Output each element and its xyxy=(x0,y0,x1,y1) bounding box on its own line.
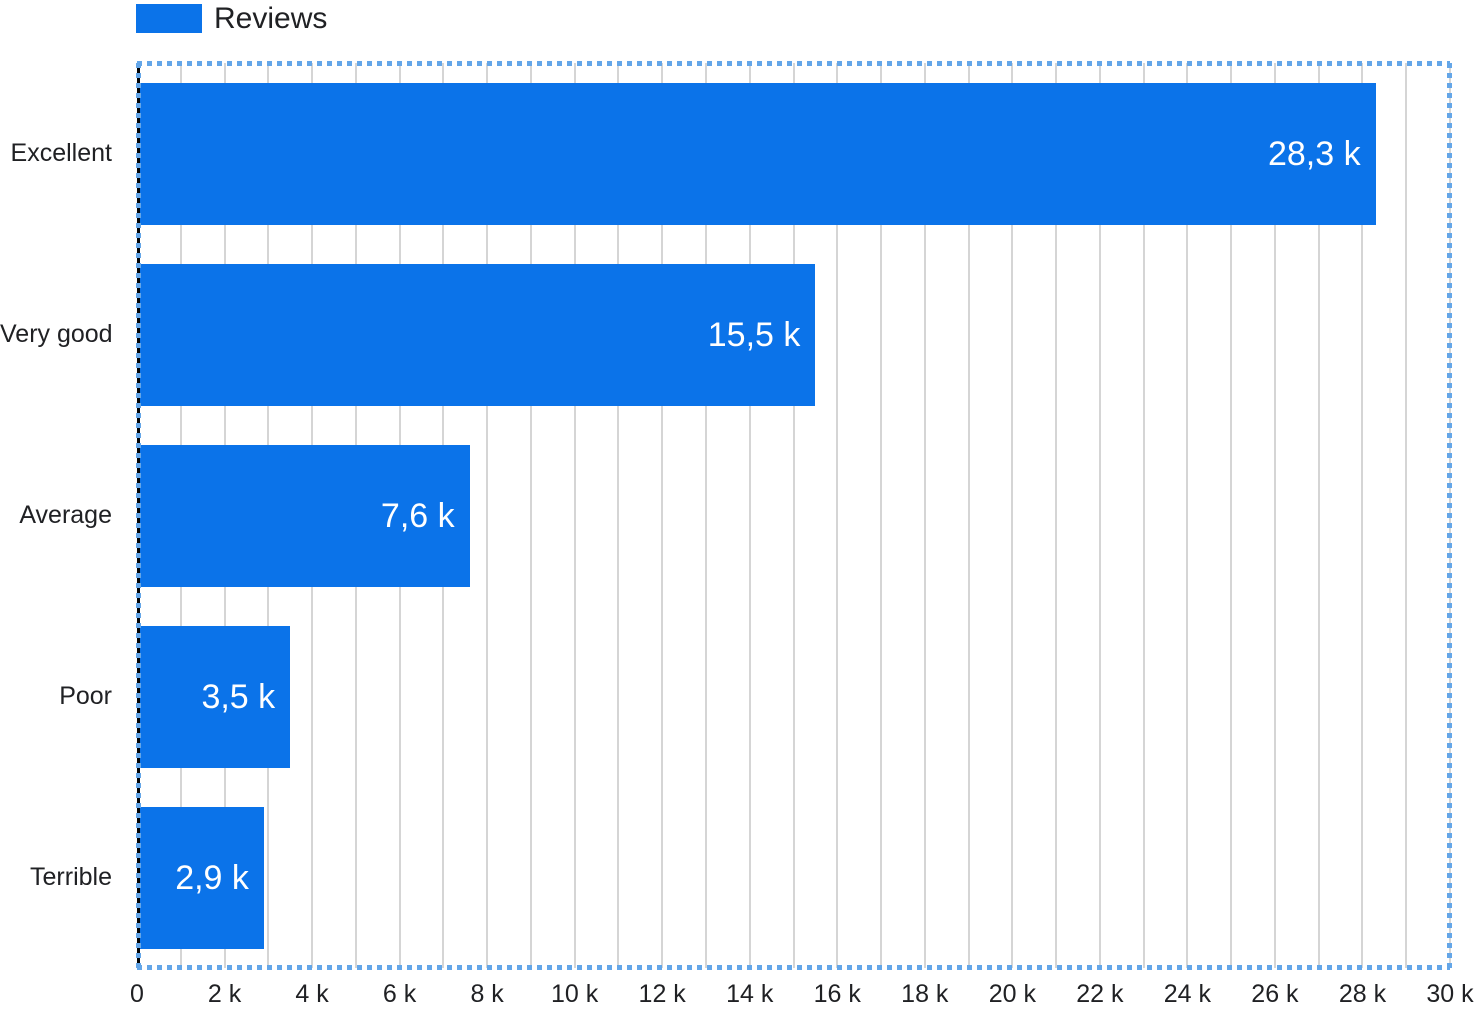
plot-area[interactable]: 28,3 k 15,5 k 7,6 k 3,5 k 2,9 k xyxy=(136,61,1452,970)
x-tick-label-20000: 20 k xyxy=(988,980,1036,1008)
gridline-15000 xyxy=(792,63,795,968)
gridline-16000 xyxy=(836,63,839,968)
gridline-11000 xyxy=(617,63,620,968)
chart-legend[interactable]: Reviews xyxy=(136,2,328,35)
selection-border-left xyxy=(136,63,141,968)
selection-border-top xyxy=(137,61,1450,66)
x-tick-label-10000: 10 k xyxy=(551,980,599,1008)
category-label-poor: Poor xyxy=(59,682,112,710)
gridline-26000 xyxy=(1273,63,1276,968)
x-tick-label-12000: 12 k xyxy=(638,980,686,1008)
gridline-28000 xyxy=(1361,63,1364,968)
bar-value-label: 7,6 k xyxy=(380,496,455,535)
legend-label: Reviews xyxy=(214,2,328,35)
gridline-27000 xyxy=(1317,63,1320,968)
gridline-23000 xyxy=(1142,63,1145,968)
gridline-22000 xyxy=(1098,63,1101,968)
gridline-19000 xyxy=(967,63,970,968)
x-tick-label-8000: 8 k xyxy=(470,980,504,1008)
gridline-10000 xyxy=(573,63,576,968)
category-label-very-good: Very good xyxy=(0,320,113,348)
bar-terrible[interactable]: 2,9 k xyxy=(137,807,264,949)
gridline-24000 xyxy=(1186,63,1189,968)
legend-swatch xyxy=(136,4,202,33)
gridline-18000 xyxy=(923,63,926,968)
x-tick-label-14000: 14 k xyxy=(726,980,774,1008)
bar-value-label: 3,5 k xyxy=(201,677,276,716)
bar-poor[interactable]: 3,5 k xyxy=(137,626,291,768)
gridline-13000 xyxy=(704,63,707,968)
x-tick-label-30000: 30 k xyxy=(1426,980,1474,1008)
gridline-17000 xyxy=(880,63,883,968)
bar-value-label: 15,5 k xyxy=(707,315,801,354)
gridline-29000 xyxy=(1405,63,1408,968)
x-tick-label-16000: 16 k xyxy=(813,980,861,1008)
x-tick-label-18000: 18 k xyxy=(901,980,949,1008)
category-label-average: Average xyxy=(19,501,112,529)
gridline-25000 xyxy=(1230,63,1233,968)
category-label-excellent: Excellent xyxy=(10,139,112,167)
gridline-20000 xyxy=(1011,63,1014,968)
x-tick-label-22000: 22 k xyxy=(1076,980,1124,1008)
x-tick-label-26000: 26 k xyxy=(1251,980,1299,1008)
selection-border-bottom xyxy=(137,965,1450,970)
bar-value-label: 28,3 k xyxy=(1267,134,1361,173)
bar-average[interactable]: 7,6 k xyxy=(137,445,470,587)
bar-value-label: 2,9 k xyxy=(175,858,249,897)
x-tick-label-2000: 2 k xyxy=(207,980,242,1008)
gridline-14000 xyxy=(748,63,751,968)
bar-very-good[interactable]: 15,5 k xyxy=(137,264,816,406)
x-tick-label-28000: 28 k xyxy=(1338,980,1387,1008)
x-tick-label-24000: 24 k xyxy=(1163,980,1212,1008)
x-tick-label-6000: 6 k xyxy=(382,980,417,1008)
x-tick-label-0: 0 xyxy=(130,980,144,1008)
gridline-12000 xyxy=(661,63,664,968)
category-label-terrible: Terrible xyxy=(30,863,112,891)
gridline-9000 xyxy=(529,63,532,968)
x-tick-label-4000: 4 k xyxy=(295,980,329,1008)
gridline-21000 xyxy=(1055,63,1058,968)
bar-excellent[interactable]: 28,3 k xyxy=(137,83,1376,225)
selection-border-right xyxy=(1447,63,1452,968)
gridline-8000 xyxy=(486,63,489,968)
